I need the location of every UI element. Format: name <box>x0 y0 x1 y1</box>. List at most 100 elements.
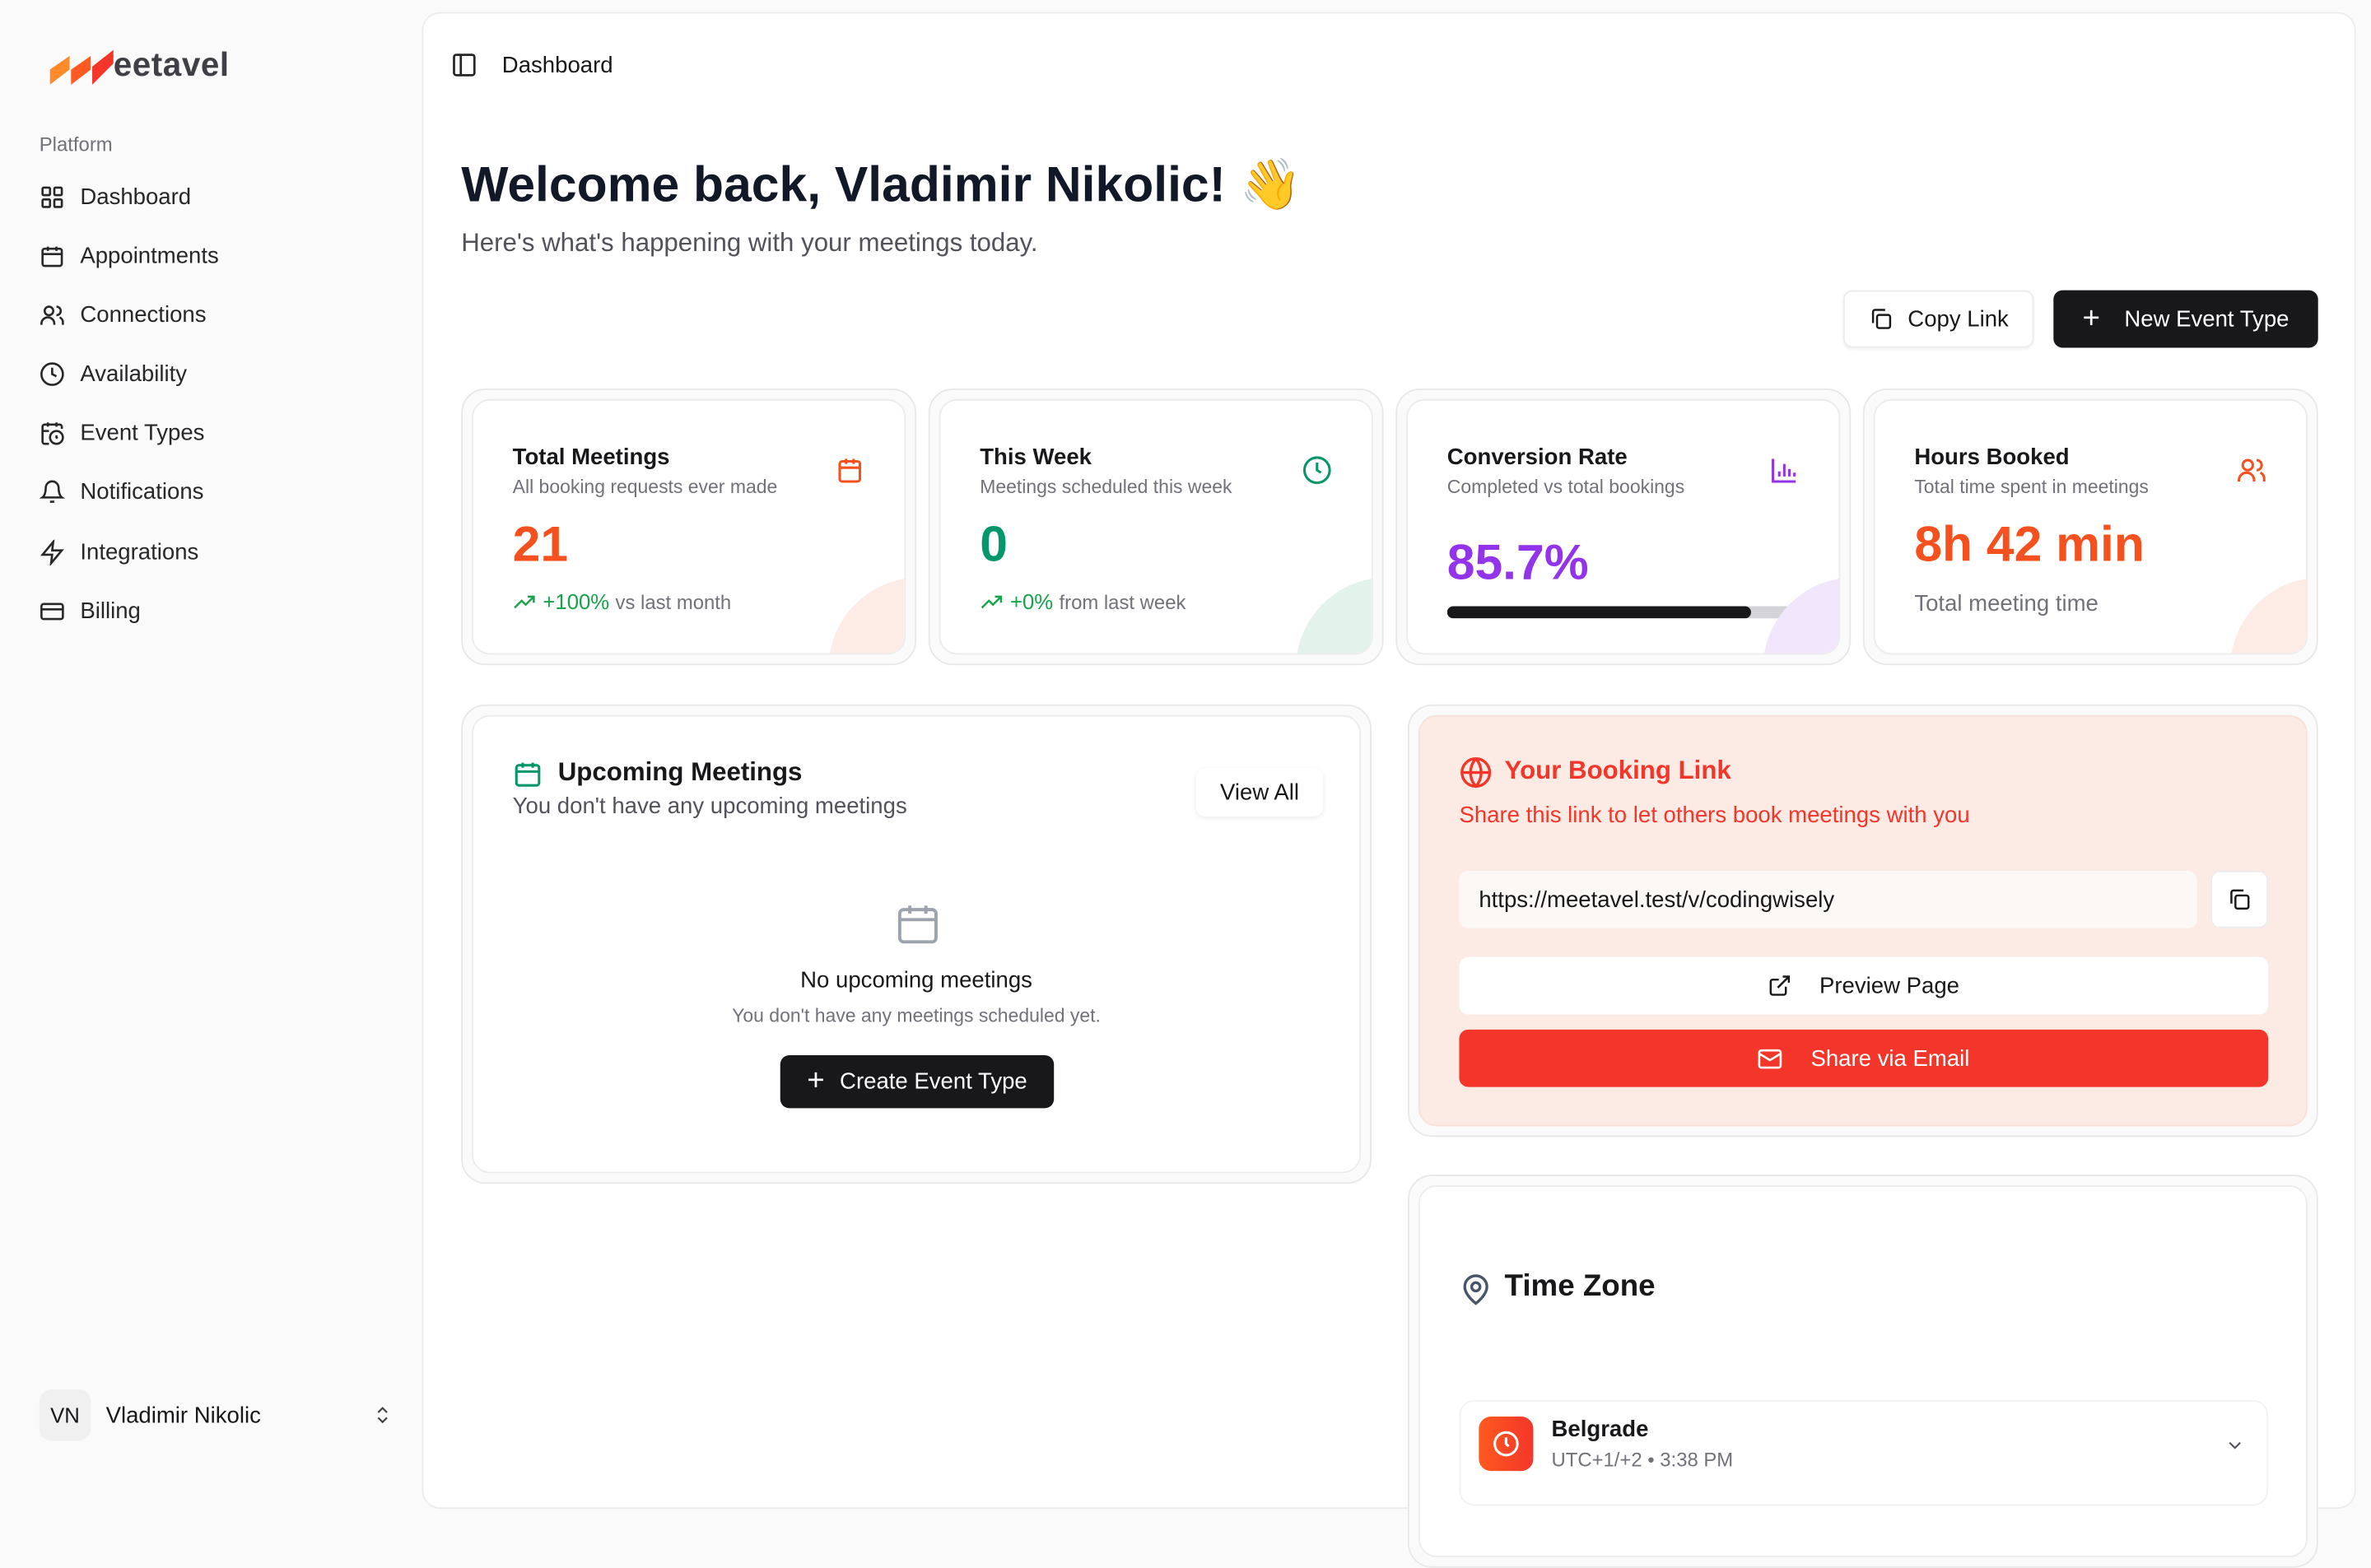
timezone-card: Time Zone Belgrade UTC+1/+2 • 3:38 PM <box>1408 1175 2318 1568</box>
sidebar-item-notifications[interactable]: Notifications <box>39 468 403 516</box>
chevron-down-icon <box>2229 1441 2241 1449</box>
trending-up-icon <box>514 595 535 609</box>
card-title: Your Booking Link <box>1504 756 1731 785</box>
stat-change-label: vs last month <box>615 590 732 613</box>
stat-value: 0 <box>980 515 1008 572</box>
stat-card-this-week: This Week Meetings scheduled this week 0… <box>928 389 1384 666</box>
sidebar-item-billing[interactable]: Billing <box>40 587 403 635</box>
copy-icon <box>2230 889 2250 910</box>
decor-blob <box>828 577 905 654</box>
decor-blob <box>2230 577 2307 654</box>
page-title: Welcome back, Vladimir Nikolic! 👋 <box>461 156 1302 212</box>
stat-card-total-meetings: Total Meetings All booking requests ever… <box>461 389 917 666</box>
stat-subtitle: Completed vs total bookings <box>1446 476 1685 498</box>
user-menu[interactable]: VN Vladimir Nikolic <box>39 1388 394 1442</box>
stat-subtitle: Meetings scheduled this week <box>980 476 1232 498</box>
stat-title: Hours Booked <box>1914 444 2070 471</box>
users-icon <box>40 305 64 324</box>
stat-title: This Week <box>980 444 1092 471</box>
card-subtitle: You don't have any upcoming meetings <box>512 793 907 820</box>
empty-title: No upcoming meetings <box>800 967 1032 993</box>
user-name: Vladimir Nikolic <box>105 1402 261 1428</box>
users-icon <box>2238 458 2266 482</box>
stat-change: +0% from last week <box>980 589 1186 614</box>
copy-link-label: Copy Link <box>1908 305 2009 333</box>
sidebar-item-event-types[interactable]: Event Types <box>40 408 403 457</box>
progress-fill <box>1446 606 1752 619</box>
logo: eetavel <box>49 42 230 85</box>
new-event-type-button[interactable]: + New Event Type <box>2053 290 2318 348</box>
booking-link-card: Your Booking Link Share this link to let… <box>1408 704 2318 1138</box>
timezone-detail: UTC+1/+2 • 3:38 PM <box>1551 1448 1734 1472</box>
share-email-button[interactable]: Share via Email <box>1459 1029 2269 1087</box>
stat-footer: Total meeting time <box>1914 591 2098 617</box>
calendar-clock-icon <box>41 421 64 444</box>
sidebar-item-label: Integrations <box>80 538 199 565</box>
sidebar-item-label: Connections <box>80 301 207 328</box>
new-event-type-label: New Event Type <box>2124 305 2289 333</box>
calendar-empty-icon <box>897 905 938 944</box>
bell-icon <box>39 479 65 502</box>
external-link-icon <box>1769 975 1791 996</box>
sidebar-toggle-icon[interactable] <box>450 51 477 78</box>
breadcrumb: Dashboard <box>501 52 613 78</box>
clock-badge <box>1479 1417 1534 1472</box>
view-all-button[interactable]: View All <box>1195 768 1324 817</box>
copy-link-button[interactable]: Copy Link <box>1842 290 2034 348</box>
stat-change-label: from last week <box>1059 590 1186 613</box>
stat-change-value: +100% <box>543 589 610 614</box>
logo-text: eetavel <box>113 45 230 84</box>
mail-icon <box>1758 1049 1783 1068</box>
zap-icon <box>40 538 64 565</box>
trending-up-icon <box>981 595 1003 609</box>
create-event-type-button[interactable]: + Create Event Type <box>780 1055 1055 1109</box>
sidebar-item-dashboard[interactable]: Dashboard <box>40 172 403 221</box>
timezone-select[interactable]: Belgrade UTC+1/+2 • 3:38 PM <box>1459 1399 2269 1506</box>
preview-label: Preview Page <box>1819 972 1960 999</box>
timezone-city: Belgrade <box>1551 1417 1649 1443</box>
card-title: Time Zone <box>1504 1269 1656 1304</box>
card-subtitle: Share this link to let others book meeti… <box>1459 803 1970 829</box>
map-pin-icon <box>1463 1274 1488 1305</box>
stat-subtitle: All booking requests ever made <box>512 476 778 498</box>
sidebar-section-label: Platform <box>39 133 113 156</box>
plus-icon: + <box>2082 301 2100 335</box>
bar-chart-icon <box>1772 458 1796 483</box>
stat-card-conversion-rate: Conversion Rate Completed vs total booki… <box>1395 389 1852 666</box>
copy-url-button[interactable] <box>2210 870 2269 928</box>
logo-mark-icon <box>49 49 114 85</box>
stat-subtitle: Total time spent in meetings <box>1914 476 2149 498</box>
booking-url-input[interactable]: https://meetavel.test/v/codingwisely <box>1459 870 2197 928</box>
empty-text: You don't have any meetings scheduled ye… <box>732 1005 1101 1027</box>
clock-icon <box>1302 456 1331 485</box>
layout-grid-icon <box>41 185 63 207</box>
sidebar-item-label: Notifications <box>80 478 204 505</box>
stat-change: +100% vs last month <box>513 589 732 614</box>
chevrons-up-down-icon <box>377 1407 388 1424</box>
calendar-icon <box>41 245 63 267</box>
credit-card-icon <box>40 602 64 620</box>
stat-value: 85.7% <box>1446 533 1589 590</box>
copy-icon <box>1871 309 1891 329</box>
preview-page-button[interactable]: Preview Page <box>1459 956 2269 1015</box>
clock-icon <box>40 361 64 385</box>
share-label: Share via Email <box>1810 1045 1970 1072</box>
stat-title: Conversion Rate <box>1446 444 1628 471</box>
sidebar-item-availability[interactable]: Availability <box>40 349 403 398</box>
card-title: Upcoming Meetings <box>557 757 803 787</box>
calendar-icon <box>515 762 541 787</box>
sidebar-item-connections[interactable]: Connections <box>40 291 403 339</box>
decor-blob <box>1296 577 1372 654</box>
sidebar-item-integrations[interactable]: Integrations <box>40 528 403 576</box>
clock-icon <box>1493 1431 1519 1457</box>
stat-title: Total Meetings <box>512 444 670 471</box>
plus-icon: + <box>807 1064 825 1098</box>
avatar: VN <box>39 1389 91 1441</box>
upcoming-meetings-card: Upcoming Meetings You don't have any upc… <box>461 704 1372 1184</box>
sidebar-item-label: Appointments <box>80 242 219 269</box>
sidebar-item-label: Billing <box>80 598 141 624</box>
sidebar-item-appointments[interactable]: Appointments <box>40 231 403 280</box>
calendar-icon <box>838 458 862 483</box>
sidebar-item-label: Availability <box>80 361 188 387</box>
stat-change-value: +0% <box>1009 589 1054 614</box>
